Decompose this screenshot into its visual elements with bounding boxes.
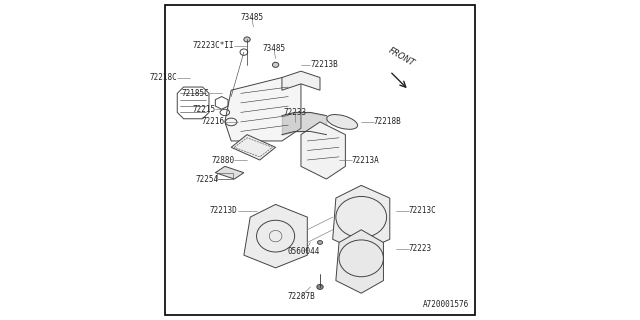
- Text: FRONT: FRONT: [387, 46, 416, 68]
- Text: 72287B: 72287B: [287, 292, 315, 301]
- Text: 72216: 72216: [202, 117, 225, 126]
- Text: 72213A: 72213A: [352, 156, 380, 164]
- Text: 72213B: 72213B: [310, 60, 338, 69]
- Ellipse shape: [336, 196, 387, 238]
- Text: 72218B: 72218B: [374, 117, 402, 126]
- Ellipse shape: [317, 241, 323, 244]
- Polygon shape: [231, 135, 276, 160]
- Polygon shape: [282, 71, 320, 90]
- Text: 72185C: 72185C: [181, 89, 209, 98]
- Polygon shape: [244, 204, 307, 268]
- Text: 72233: 72233: [283, 108, 306, 117]
- Polygon shape: [336, 230, 383, 293]
- Text: 72254: 72254: [195, 174, 218, 184]
- Text: 72213D: 72213D: [210, 206, 237, 215]
- Text: 72223: 72223: [409, 244, 432, 253]
- Polygon shape: [215, 166, 244, 179]
- Ellipse shape: [317, 284, 323, 289]
- Text: 72218C: 72218C: [150, 73, 177, 82]
- Text: 73485: 73485: [240, 13, 263, 22]
- Polygon shape: [333, 185, 390, 252]
- Text: A720001576: A720001576: [423, 300, 469, 309]
- Text: 72213C: 72213C: [409, 206, 436, 215]
- Ellipse shape: [327, 115, 358, 129]
- Text: 72880: 72880: [211, 156, 234, 164]
- Text: 72215: 72215: [192, 105, 215, 114]
- Polygon shape: [301, 122, 346, 179]
- Ellipse shape: [273, 62, 279, 68]
- Ellipse shape: [244, 37, 250, 42]
- Text: 0560044: 0560044: [288, 247, 321, 257]
- Text: 72223C*II: 72223C*II: [193, 41, 234, 50]
- Ellipse shape: [339, 240, 383, 277]
- Ellipse shape: [257, 220, 294, 252]
- Polygon shape: [225, 77, 301, 141]
- Text: 73485: 73485: [262, 44, 285, 53]
